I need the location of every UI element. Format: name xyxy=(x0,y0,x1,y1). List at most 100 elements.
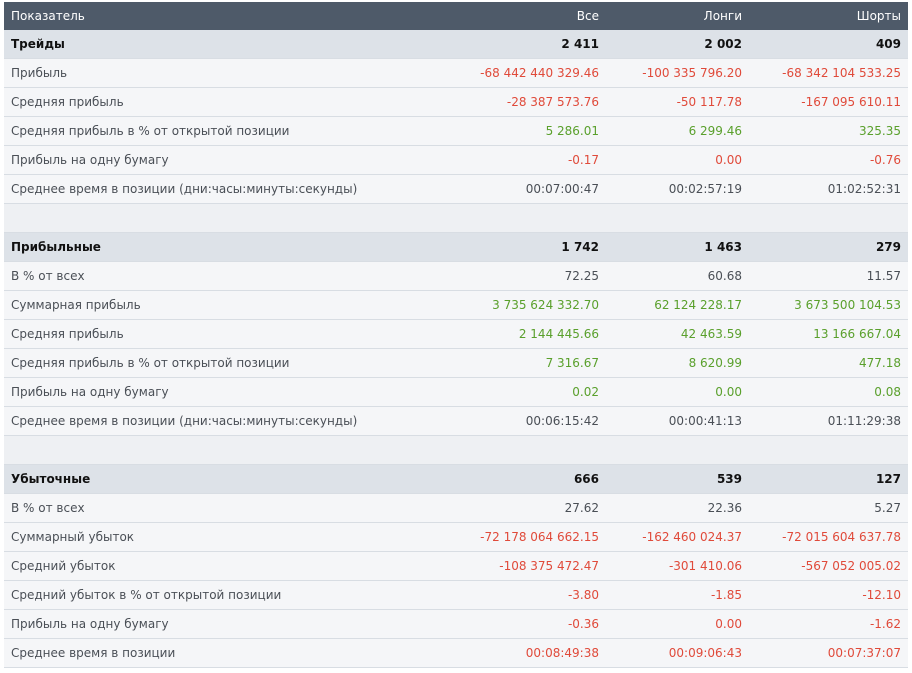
value-all: -72 178 064 662.15 xyxy=(461,522,606,552)
section-divider xyxy=(4,435,908,465)
section-count-all: 1 742 xyxy=(461,232,606,262)
value-all: 2 144 445.66 xyxy=(461,319,606,349)
section-row-losing: Убыточные 666 539 127 xyxy=(4,464,908,494)
column-header-shorts[interactable]: Шорты xyxy=(749,2,908,30)
value-shorts: 01:11:29:38 xyxy=(749,406,908,436)
value-all: -68 442 440 329.46 xyxy=(461,58,606,88)
table-row: Прибыль на одну бумагу 0.02 0.00 0.08 xyxy=(4,377,908,407)
value-longs: 0.00 xyxy=(606,145,749,175)
row-label: Прибыль на одну бумагу xyxy=(4,609,461,639)
value-shorts: -0.76 xyxy=(749,145,908,175)
value-longs: -1.85 xyxy=(606,580,749,610)
section-row-trades: Трейды 2 411 2 002 409 xyxy=(4,30,908,59)
value-longs: 60.68 xyxy=(606,261,749,291)
column-header-metric[interactable]: Показатель xyxy=(4,2,461,30)
row-label: Средняя прибыль в % от открытой позиции xyxy=(4,116,461,146)
section-title: Трейды xyxy=(4,30,461,59)
section-title: Убыточные xyxy=(4,464,461,494)
row-label: Средняя прибыль xyxy=(4,319,461,349)
table-row: Суммарный убыток -72 178 064 662.15 -162… xyxy=(4,522,908,552)
row-label: Средняя прибыль xyxy=(4,87,461,117)
section-count-all: 2 411 xyxy=(461,30,606,59)
table-row: Средний убыток -108 375 472.47 -301 410.… xyxy=(4,551,908,581)
value-all: 27.62 xyxy=(461,493,606,523)
value-longs: 22.36 xyxy=(606,493,749,523)
row-label: В % от всех xyxy=(4,493,461,523)
table-row: Прибыль на одну бумагу -0.36 0.00 -1.62 xyxy=(4,609,908,639)
value-all: 00:08:49:38 xyxy=(461,638,606,668)
row-label: Прибыль xyxy=(4,58,461,88)
row-label: Суммарная прибыль xyxy=(4,290,461,320)
row-label: Среднее время в позиции xyxy=(4,638,461,668)
row-label: Среднее время в позиции (дни:часы:минуты… xyxy=(4,174,461,204)
row-label: Прибыль на одну бумагу xyxy=(4,145,461,175)
value-all: -28 387 573.76 xyxy=(461,87,606,117)
value-all: 5 286.01 xyxy=(461,116,606,146)
value-all: 3 735 624 332.70 xyxy=(461,290,606,320)
value-all: -0.36 xyxy=(461,609,606,639)
value-longs: 00:02:57:19 xyxy=(606,174,749,204)
table-row: Среднее время в позиции (дни:часы:минуты… xyxy=(4,174,908,204)
divider-cell xyxy=(4,435,908,465)
row-label: В % от всех xyxy=(4,261,461,291)
section-count-longs: 1 463 xyxy=(606,232,749,262)
section-count-longs: 2 002 xyxy=(606,30,749,59)
value-shorts: 00:07:37:07 xyxy=(749,638,908,668)
value-shorts: 325.35 xyxy=(749,116,908,146)
table-row: Средняя прибыль -28 387 573.76 -50 117.7… xyxy=(4,87,908,117)
value-shorts: 0.08 xyxy=(749,377,908,407)
table-row: Средняя прибыль 2 144 445.66 42 463.59 1… xyxy=(4,319,908,349)
value-longs: 62 124 228.17 xyxy=(606,290,749,320)
section-count-longs: 539 xyxy=(606,464,749,494)
table-row: В % от всех 72.25 60.68 11.57 xyxy=(4,261,908,291)
section-count-all: 666 xyxy=(461,464,606,494)
table-row: Суммарная прибыль 3 735 624 332.70 62 12… xyxy=(4,290,908,320)
value-longs: -50 117.78 xyxy=(606,87,749,117)
row-label: Суммарный убыток xyxy=(4,522,461,552)
section-count-shorts: 279 xyxy=(749,232,908,262)
section-count-shorts: 127 xyxy=(749,464,908,494)
value-shorts: -72 015 604 637.78 xyxy=(749,522,908,552)
value-all: 72.25 xyxy=(461,261,606,291)
column-header-all[interactable]: Все xyxy=(461,2,606,30)
row-label: Прибыль на одну бумагу xyxy=(4,377,461,407)
value-longs: 42 463.59 xyxy=(606,319,749,349)
column-header-longs[interactable]: Лонги xyxy=(606,2,749,30)
value-longs: -100 335 796.20 xyxy=(606,58,749,88)
table-row: Среднее время в позиции 00:08:49:38 00:0… xyxy=(4,638,908,668)
value-all: -3.80 xyxy=(461,580,606,610)
value-longs: 0.00 xyxy=(606,377,749,407)
table-row: Прибыль на одну бумагу -0.17 0.00 -0.76 xyxy=(4,145,908,175)
value-shorts: 13 166 667.04 xyxy=(749,319,908,349)
trade-statistics-table: Показатель Все Лонги Шорты Трейды 2 411 … xyxy=(4,2,908,668)
row-label: Среднее время в позиции (дни:часы:минуты… xyxy=(4,406,461,436)
value-shorts: -68 342 104 533.25 xyxy=(749,58,908,88)
value-shorts: -1.62 xyxy=(749,609,908,639)
value-all: 00:07:00:47 xyxy=(461,174,606,204)
divider-cell xyxy=(4,203,908,233)
table-row: Средняя прибыль в % от открытой позиции … xyxy=(4,348,908,378)
row-label: Средняя прибыль в % от открытой позиции xyxy=(4,348,461,378)
value-shorts: 01:02:52:31 xyxy=(749,174,908,204)
value-shorts: -167 095 610.11 xyxy=(749,87,908,117)
value-longs: 8 620.99 xyxy=(606,348,749,378)
value-longs: 0.00 xyxy=(606,609,749,639)
value-all: 0.02 xyxy=(461,377,606,407)
value-all: 00:06:15:42 xyxy=(461,406,606,436)
value-shorts: 5.27 xyxy=(749,493,908,523)
value-all: -0.17 xyxy=(461,145,606,175)
table-row: В % от всех 27.62 22.36 5.27 xyxy=(4,493,908,523)
section-divider xyxy=(4,203,908,233)
row-label: Средний убыток xyxy=(4,551,461,581)
value-shorts: 477.18 xyxy=(749,348,908,378)
value-longs: 00:00:41:13 xyxy=(606,406,749,436)
value-longs: -162 460 024.37 xyxy=(606,522,749,552)
value-shorts: 11.57 xyxy=(749,261,908,291)
table-row: Прибыль -68 442 440 329.46 -100 335 796.… xyxy=(4,58,908,88)
value-shorts: 3 673 500 104.53 xyxy=(749,290,908,320)
table-row: Среднее время в позиции (дни:часы:минуты… xyxy=(4,406,908,436)
value-all: 7 316.67 xyxy=(461,348,606,378)
section-count-shorts: 409 xyxy=(749,30,908,59)
value-shorts: -12.10 xyxy=(749,580,908,610)
